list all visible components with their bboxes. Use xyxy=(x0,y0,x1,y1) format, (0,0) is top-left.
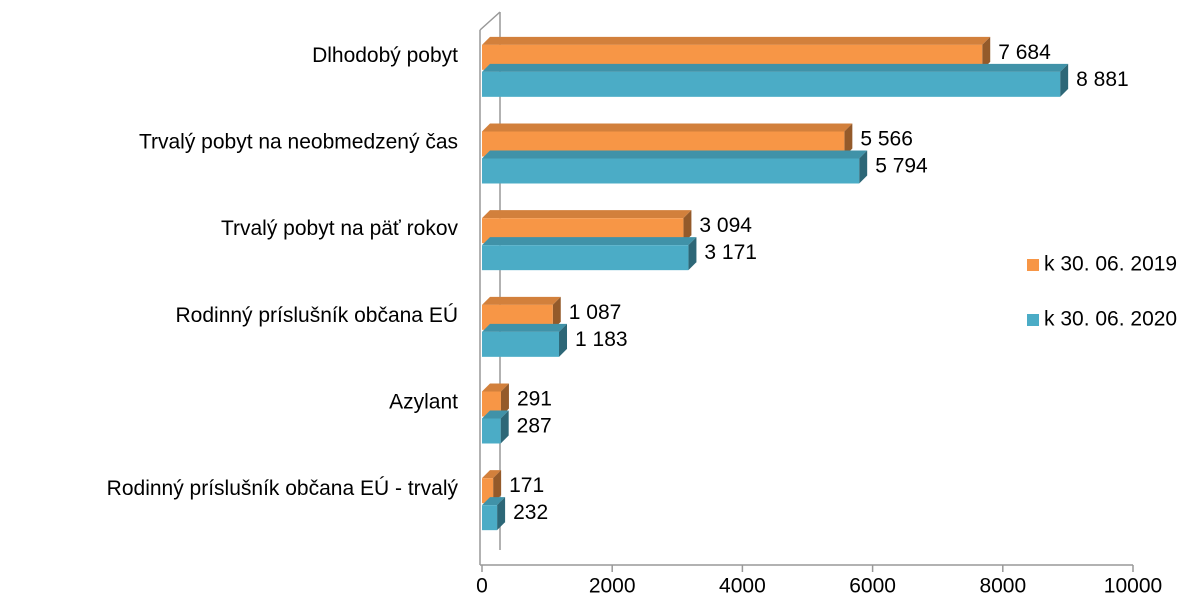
bar xyxy=(482,331,560,357)
bar xyxy=(482,71,1061,97)
bar-side xyxy=(497,497,506,531)
legend-marker xyxy=(1027,314,1039,326)
bar-top xyxy=(482,237,697,246)
x-tick-label: 8000 xyxy=(979,575,1026,598)
x-tick-label: 4000 xyxy=(719,575,766,598)
x-tick-label: 2000 xyxy=(589,575,636,598)
bar-top xyxy=(482,150,868,159)
bar-top xyxy=(482,497,506,506)
data-label: 3 171 xyxy=(704,241,757,264)
bar-side xyxy=(683,210,692,244)
bar-top xyxy=(482,323,568,332)
bar-side xyxy=(859,150,868,184)
y-tick-label: Azylant xyxy=(389,391,458,414)
bar-top xyxy=(482,296,561,305)
data-label: 8 881 xyxy=(1076,68,1129,91)
data-label: 291 xyxy=(517,388,552,411)
data-label: 287 xyxy=(517,415,552,438)
bar-side xyxy=(688,237,697,271)
bar xyxy=(482,391,501,417)
y-tick-label: Dlhodobý pobyt xyxy=(312,44,458,67)
bar xyxy=(482,245,689,271)
bar-top xyxy=(482,470,502,479)
bar-side xyxy=(500,410,509,444)
data-label: 3 094 xyxy=(699,214,752,237)
bar-side xyxy=(500,383,509,417)
data-label: 232 xyxy=(513,501,548,524)
data-label: 5 794 xyxy=(875,155,928,178)
data-label: 1 183 xyxy=(575,328,628,351)
legend-label: k 30. 06. 2019 xyxy=(1044,253,1177,276)
legend-marker xyxy=(1027,259,1039,271)
bar xyxy=(482,478,494,504)
bar-side xyxy=(844,123,853,157)
y-tick-label: Trvalý pobyt na neobmedzený čas xyxy=(139,131,458,154)
bar-top xyxy=(482,210,692,219)
y-tick-label: Rodinný príslušník občana EÚ xyxy=(176,304,459,327)
y-tick-label: Rodinný príslušník občana EÚ - trvalý xyxy=(107,477,459,500)
data-label: 171 xyxy=(509,474,544,497)
bar-top xyxy=(482,383,509,392)
axis-wall xyxy=(479,11,501,31)
data-label: 7 684 xyxy=(998,41,1051,64)
bar-top xyxy=(482,123,853,132)
bar xyxy=(482,505,498,531)
bar-top xyxy=(482,36,991,45)
legend-label: k 30. 06. 2020 xyxy=(1044,308,1177,331)
bar xyxy=(482,418,501,444)
bar-side xyxy=(1060,63,1069,97)
bar-side xyxy=(493,470,502,504)
bar-top xyxy=(482,63,1069,72)
y-tick-label: Trvalý pobyt na päť rokov xyxy=(221,217,459,240)
data-label: 5 566 xyxy=(860,128,913,151)
bar-side xyxy=(982,36,991,70)
x-tick-label: 6000 xyxy=(849,575,896,598)
bar-top xyxy=(482,410,509,419)
bar xyxy=(482,158,860,184)
x-tick-label: 0 xyxy=(476,575,488,598)
bar-side xyxy=(552,296,561,330)
data-label: 1 087 xyxy=(569,301,622,324)
x-tick-label: 10000 xyxy=(1104,575,1162,598)
bar-side xyxy=(559,323,568,357)
